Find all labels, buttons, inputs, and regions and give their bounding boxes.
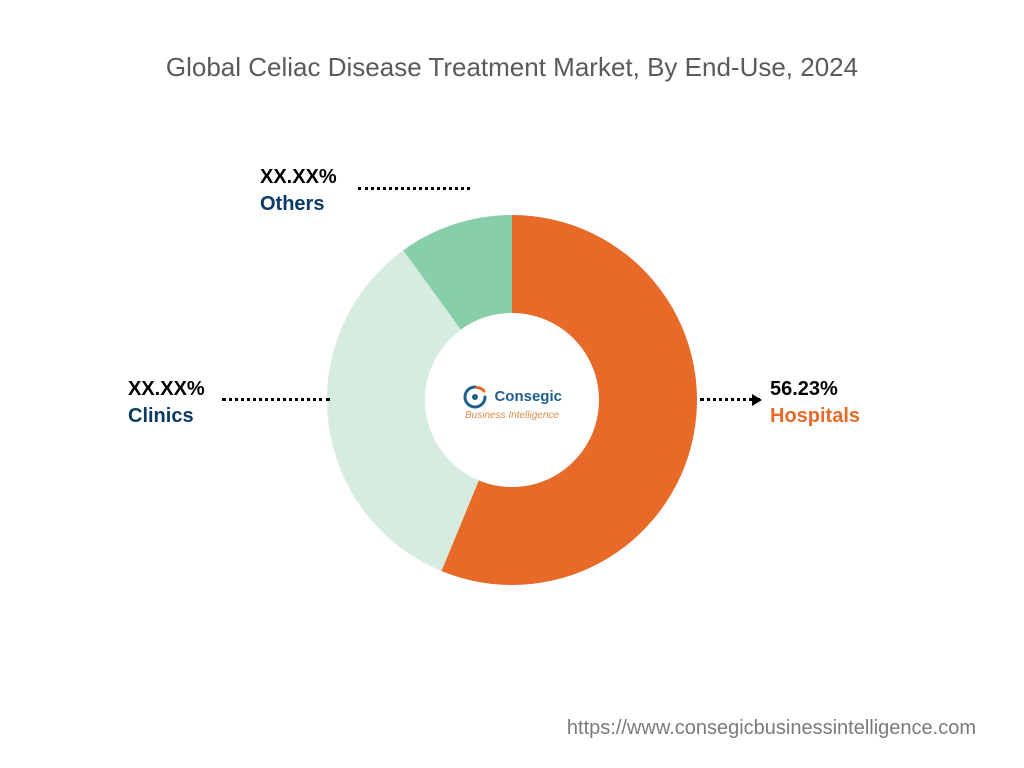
callout-others-pct: XX.XX% — [260, 164, 337, 191]
leader-clinics — [222, 398, 330, 401]
leader-hospitals — [700, 398, 760, 401]
footer-url: https://www.consegicbusinessintelligence… — [567, 717, 976, 740]
callout-hospitals: 56.23% Hospitals — [770, 376, 860, 430]
center-logo: Consegic Business Intelligence — [442, 384, 582, 421]
callout-clinics-pct: XX.XX% — [128, 376, 205, 403]
leader-others — [358, 187, 470, 190]
callout-others: XX.XX% Others — [260, 164, 337, 218]
logo-sub-text: Business Intelligence — [442, 410, 582, 421]
logo-main-text: Consegic — [494, 388, 562, 405]
callout-clinics-label: Clinics — [128, 403, 205, 430]
callout-others-label: Others — [260, 191, 337, 218]
callout-hospitals-label: Hospitals — [770, 403, 860, 430]
logo-icon — [462, 384, 488, 410]
callout-hospitals-pct: 56.23% — [770, 376, 860, 403]
callout-clinics: XX.XX% Clinics — [128, 376, 205, 430]
